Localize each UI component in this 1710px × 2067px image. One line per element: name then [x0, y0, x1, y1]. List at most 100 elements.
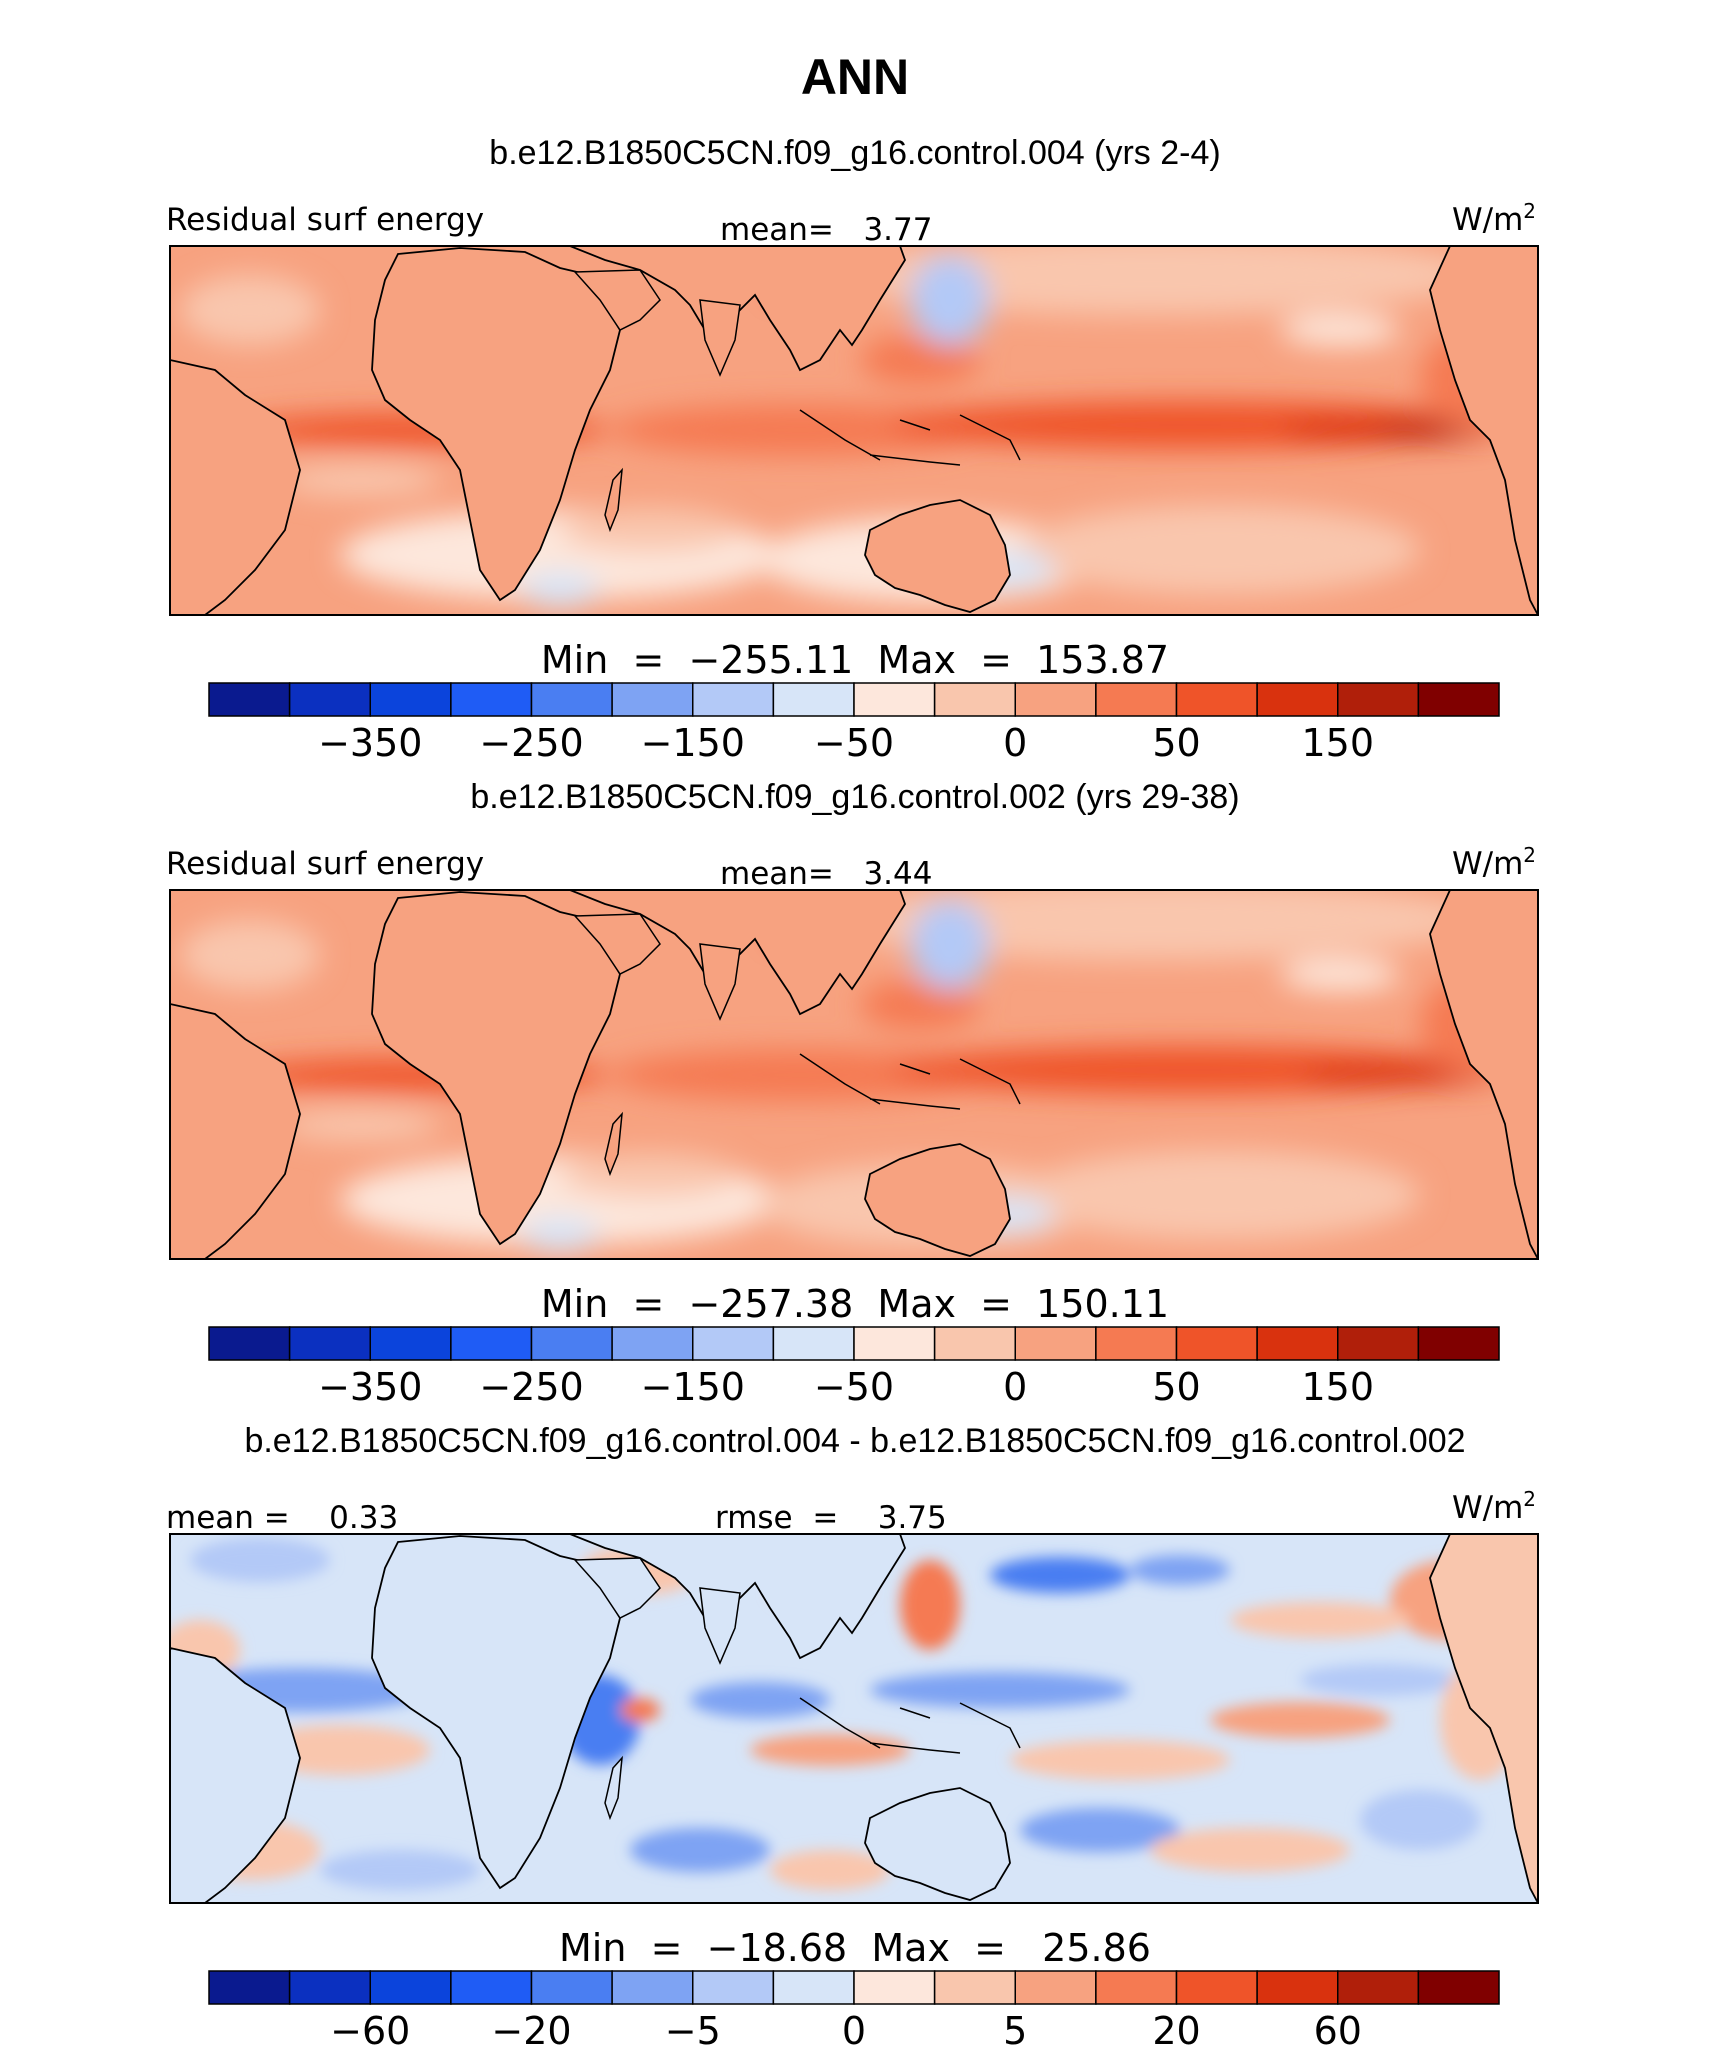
panel-control-colorbar-swatch	[530, 1326, 613, 1361]
panel-control-left-label: Residual surf energy	[166, 846, 484, 882]
panel-control-madagascar	[604, 1111, 623, 1177]
panel-control-arabia	[573, 913, 661, 975]
panel-diff-tick-label: −20	[491, 2009, 571, 2053]
panel-control-colorbar-swatch	[1095, 1326, 1178, 1361]
panel-case-colorbar-swatch	[853, 682, 936, 717]
panel-diff-title: b.e12.B1850C5CN.f09_g16.control.004 - b.…	[244, 1422, 1465, 1460]
panel-control-land	[170, 890, 1538, 1259]
panel-control-mean: mean= 3.44	[720, 856, 932, 892]
panel-diff-colorbar-swatch	[1417, 1970, 1500, 2005]
panel-control-units: W/m2	[1452, 843, 1536, 882]
panel-control-colorbar-swatch	[1014, 1326, 1097, 1361]
panel-diff-tick-label: −5	[665, 2009, 721, 2053]
panel-case-colorbar-swatch	[288, 682, 372, 717]
panel-diff-colorbar-swatch	[530, 1970, 613, 2005]
panel-diff-rmse: rmse = 3.75	[715, 1500, 947, 1536]
panel-case-colorbar-swatch	[369, 682, 452, 717]
panel-control-australia	[864, 1143, 1011, 1257]
panel-case-mean: mean= 3.77	[720, 212, 932, 248]
panel-control-tick-label: −50	[814, 1365, 894, 1409]
panel-case-colorbar-swatch	[1337, 682, 1420, 717]
panel-diff-indonesia	[799, 1697, 1021, 1754]
panel-case-colorbar-swatch	[933, 682, 1017, 717]
panel-diff-tick-label: 0	[842, 2009, 866, 2053]
panel-control-colorbar-swatch	[288, 1326, 372, 1361]
panel-control: b.e12.B1850C5CN.f09_g16.control.002 (yrs…	[166, 778, 1539, 1409]
panel-control-title: b.e12.B1850C5CN.f09_g16.control.002 (yrs…	[470, 778, 1239, 816]
panel-diff-tick-label: 60	[1314, 2009, 1362, 2053]
panel-diff-ticks: −60 −20 −5 0 5 20 60	[330, 2009, 1362, 2053]
panel-case-tick-label: 50	[1152, 721, 1200, 765]
panel-case-land	[170, 246, 1538, 615]
panel-diff-units-sup: 2	[1523, 1487, 1536, 1511]
panel-control-units-base: W/m	[1452, 846, 1523, 882]
panel-diff-colorbar-swatch	[692, 1970, 775, 2005]
panel-case-units-sup: 2	[1523, 199, 1536, 223]
panel-control-colorbar	[208, 1326, 1500, 1361]
panel-control-colorbar-swatch	[1256, 1326, 1339, 1361]
panel-case-colorbar-swatch	[772, 682, 855, 717]
panel-diff-colorbar-swatch	[369, 1970, 452, 2005]
panel-case-tick-label: 0	[1003, 721, 1027, 765]
panel-control-tick-label: 0	[1003, 1365, 1027, 1409]
panel-case-tick-label: −150	[641, 721, 745, 765]
panel-control-colorbar-swatch	[208, 1326, 291, 1361]
panel-diff-americas	[1429, 1534, 1538, 1903]
panel-control-colorbar-swatch	[450, 1326, 533, 1361]
panel-diff-colorbar-swatch	[1256, 1970, 1339, 2005]
panel-case-indonesia	[799, 409, 1021, 466]
panel-diff-madagascar	[604, 1755, 623, 1821]
panel-case-title: b.e12.B1850C5CN.f09_g16.control.004 (yrs…	[489, 134, 1220, 172]
panel-case-minmax: Min = −255.11 Max = 153.87	[541, 638, 1169, 682]
panel-case-colorbar-swatch	[1014, 682, 1097, 717]
panel-case-tick-label: −50	[814, 721, 894, 765]
panel-diff-units-base: W/m	[1452, 1490, 1523, 1526]
panel-diff-mean: mean = 0.33	[166, 1500, 398, 1536]
panel-case-colorbar-swatch	[611, 682, 694, 717]
panel-diff-tick-label: −60	[330, 2009, 410, 2053]
panel-control-minmax: Min = −257.38 Max = 150.11	[541, 1282, 1169, 1326]
panel-diff-map	[170, 1534, 1538, 1903]
figure-title: ANN	[801, 49, 909, 105]
panel-case-colorbar-swatch	[1256, 682, 1339, 717]
panel-control-colorbar-swatch	[1417, 1326, 1500, 1361]
panel-diff-australia	[864, 1787, 1011, 1901]
panel-diff-colorbar-swatch	[208, 1970, 291, 2005]
panel-diff-tick-label: 5	[1003, 2009, 1027, 2053]
panel-case-units: W/m2	[1452, 199, 1536, 238]
panel-case-colorbar-swatch	[1095, 682, 1178, 717]
panel-control-tick-label: 150	[1301, 1365, 1374, 1409]
panel-diff-colorbar	[208, 1970, 1500, 2005]
panel-case-south-america	[170, 359, 301, 615]
panel-control-indonesia	[799, 1053, 1021, 1110]
panel-case-map	[170, 246, 1538, 615]
panel-control-ticks: −350 −250 −150 −50 0 50 150	[318, 1365, 1374, 1409]
panel-case-arabia	[573, 269, 661, 331]
panel-case-left-label: Residual surf energy	[166, 202, 484, 238]
panel-case-madagascar	[604, 467, 623, 533]
panel-diff-colorbar-swatch	[933, 1970, 1017, 2005]
panel-control-south-america	[170, 1003, 301, 1259]
panel-diff-minmax: Min = −18.68 Max = 25.86	[559, 1926, 1151, 1970]
panel-case-tick-label: −250	[479, 721, 583, 765]
panel-case-colorbar	[208, 682, 1500, 717]
panel-control-frame	[169, 889, 1539, 1260]
panel-case-frame	[169, 245, 1539, 616]
panel-control-colorbar-swatch	[369, 1326, 452, 1361]
panel-control-tick-label: −350	[318, 1365, 422, 1409]
panel-control-tick-label: −250	[479, 1365, 583, 1409]
panel-control-colorbar-swatch	[1337, 1326, 1420, 1361]
panel-diff-colorbar-swatch	[1175, 1970, 1258, 2005]
panel-diff-colorbar-swatch	[611, 1970, 694, 2005]
panel-diff-colorbar-swatch	[853, 1970, 936, 2005]
panel-diff-colorbar-swatch	[450, 1970, 533, 2005]
panel-case-americas	[1429, 246, 1538, 615]
panel-case: b.e12.B1850C5CN.f09_g16.control.004 (yrs…	[166, 134, 1539, 765]
panel-case-colorbar-swatch	[530, 682, 613, 717]
panel-diff-arabia	[573, 1557, 661, 1619]
panel-case-colorbar-swatch	[1175, 682, 1258, 717]
panel-case-field	[180, 246, 1538, 608]
panel-diff-colorbar-swatch	[288, 1970, 372, 2005]
panel-diff-land	[170, 1534, 1538, 1903]
